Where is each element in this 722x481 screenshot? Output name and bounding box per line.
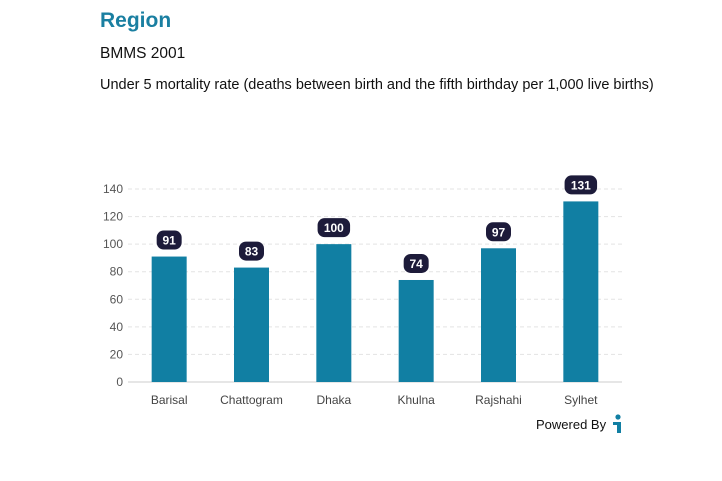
- data-label-badge: [317, 218, 351, 238]
- y-tick-label: 100: [103, 237, 123, 251]
- y-tick-label: 120: [103, 210, 123, 224]
- x-tick-label: Chattogram: [220, 393, 283, 407]
- x-tick-label: Sylhet: [564, 393, 598, 407]
- y-tick-label: 60: [110, 292, 124, 306]
- y-tick-label: 80: [110, 265, 124, 279]
- chart-description: Under 5 mortality rate (deaths between b…: [100, 77, 654, 93]
- y-tick-label: 20: [110, 347, 124, 361]
- bar: [563, 201, 599, 382]
- y-tick-label: 40: [110, 320, 124, 334]
- powered-by[interactable]: Powered By: [536, 414, 624, 434]
- data-label-badge: [156, 230, 182, 250]
- chart-subtitle: BMMS 2001: [100, 45, 186, 62]
- data-label: 74: [409, 257, 423, 271]
- data-label: 100: [324, 221, 344, 235]
- info-person-icon: [613, 414, 622, 433]
- x-tick-label: Khulna: [397, 393, 435, 407]
- powered-by-label: Powered By: [536, 416, 607, 432]
- bar: [234, 267, 269, 382]
- bar: [316, 244, 352, 382]
- data-label: 131: [571, 178, 591, 192]
- x-tick-label: Rajshahi: [475, 393, 522, 407]
- data-label: 83: [245, 245, 259, 259]
- bar: [481, 248, 516, 382]
- bar: [151, 256, 187, 382]
- data-label: 91: [162, 234, 176, 248]
- data-label-badge: [239, 241, 264, 261]
- x-tick-label: Barisal: [151, 393, 188, 407]
- data-label-badge: [564, 175, 598, 195]
- data-label-badge: [403, 253, 429, 273]
- data-label: 97: [492, 225, 506, 239]
- bar: [398, 279, 434, 382]
- page-title: Region: [100, 9, 172, 32]
- data-label-badge: [486, 222, 511, 242]
- y-tick-label: 140: [103, 182, 123, 196]
- y-tick-label: 0: [116, 375, 123, 389]
- x-tick-label: Dhaka: [316, 393, 351, 407]
